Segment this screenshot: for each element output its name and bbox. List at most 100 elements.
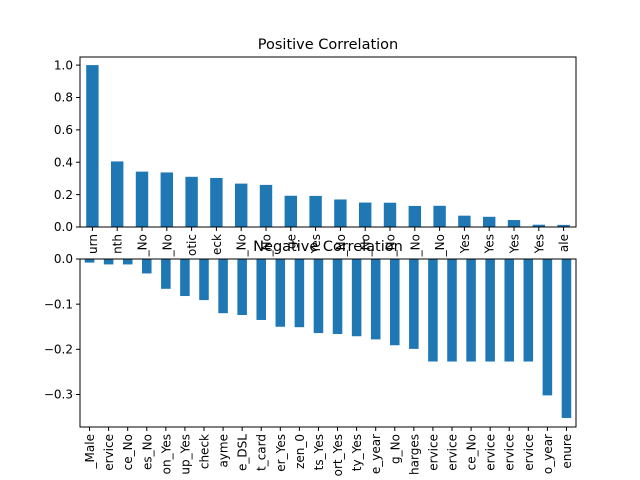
negative-correlation-title: Negative Correlation xyxy=(253,239,403,255)
positive-ytick-label: 0.2 xyxy=(54,188,73,202)
positive-category-label: _No xyxy=(334,234,348,257)
negative-bar xyxy=(84,259,95,263)
positive-category-label: _No xyxy=(160,234,174,257)
positive-bar xyxy=(557,224,570,227)
positive-bar xyxy=(86,65,99,227)
positive-bar xyxy=(259,184,273,227)
positive-bar xyxy=(160,172,173,227)
positive-category-label: _No xyxy=(235,234,249,257)
negative-bar xyxy=(122,259,133,265)
negative-bar xyxy=(237,259,247,315)
negative-ytick-label: −0.1 xyxy=(44,297,73,311)
negative-bar xyxy=(103,259,114,265)
negative-category-label: g_No xyxy=(388,434,402,464)
positive-bar xyxy=(483,216,496,227)
positive-category-label: _No xyxy=(384,234,398,257)
positive-bar xyxy=(458,215,471,227)
positive-category-label: eck xyxy=(210,234,224,255)
negative-bar xyxy=(409,259,419,349)
negative-category-label: e_year xyxy=(369,434,383,474)
positive-category-label: _No xyxy=(408,234,422,257)
negative-category-label: ty_Yes xyxy=(350,434,364,471)
positive-ytick-label: 0.8 xyxy=(54,91,73,105)
negative-category-label: ervice xyxy=(426,434,440,471)
positive-ytick-label: 0.4 xyxy=(54,155,73,169)
positive-ytick-label: 1.0 xyxy=(54,58,73,72)
negative-correlation-chart: 0.0 −0.1 −0.2 −0.3 _Male ervice ce_No es_No on_Y… xyxy=(44,252,577,476)
negative-ytick-label: −0.2 xyxy=(44,343,73,357)
positive-ytick-label: 0.6 xyxy=(54,123,73,137)
negative-bar xyxy=(180,259,190,297)
negative-category-label: e_DSL xyxy=(236,434,250,471)
negative-category-label: enure xyxy=(560,434,574,469)
positive-bar xyxy=(408,205,421,227)
positive-bar xyxy=(433,205,446,227)
positive-bar xyxy=(532,224,545,227)
positive-category-label: ge xyxy=(284,234,298,249)
positive-correlation-chart: 0.0 0.2 0.4 0.6 0.8 1.0 urn nth _No _No otic eck _No… xyxy=(54,56,577,257)
negative-bar xyxy=(275,259,286,327)
positive-bar xyxy=(235,183,248,227)
positive-bar xyxy=(334,199,347,227)
positive-category-label: Yes xyxy=(532,234,546,254)
negative-bar xyxy=(161,259,171,289)
positive-category-label: _No xyxy=(260,234,274,257)
positive-bar xyxy=(135,171,149,227)
negative-category-label: ayme xyxy=(217,434,231,468)
negative-bar xyxy=(332,259,343,334)
positive-bar xyxy=(284,195,297,227)
negative-category-label: ce_No xyxy=(121,434,135,470)
negative-bar xyxy=(351,259,362,337)
negative-category-label: up_Yes xyxy=(178,434,192,475)
positive-bar xyxy=(210,177,223,227)
negative-category-label: ervice xyxy=(503,434,517,471)
positive-bar xyxy=(359,202,372,227)
negative-bar xyxy=(370,259,381,340)
positive-bar xyxy=(185,176,198,227)
negative-bar xyxy=(390,259,400,346)
positive-correlation-title: Positive Correlation xyxy=(258,37,398,53)
positive-bar xyxy=(309,195,322,227)
positive-bar xyxy=(507,220,521,227)
negative-category-label: ce_No xyxy=(465,434,479,470)
negative-category-label: er_Yes xyxy=(274,434,288,472)
positive-category-label: nth xyxy=(111,234,125,254)
negative-category-label: _Male xyxy=(83,434,97,469)
positive-category-label: _No xyxy=(433,234,447,257)
negative-bar xyxy=(142,259,152,274)
negative-bar xyxy=(294,259,305,328)
negative-bar xyxy=(256,259,266,320)
negative-category-label: check xyxy=(198,434,212,469)
positive-axes-frame xyxy=(79,56,577,228)
negative-category-label: es_No xyxy=(140,434,154,470)
positive-category-label: Yes xyxy=(508,234,522,254)
positive-category-label: Yes xyxy=(309,234,323,254)
negative-bar xyxy=(313,259,324,334)
positive-category-label: Yes xyxy=(458,234,472,254)
negative-category-label: ervice xyxy=(446,434,460,471)
negative-ytick-label: 0.0 xyxy=(54,252,73,266)
positive-bar xyxy=(383,202,397,227)
positive-category-label: otic xyxy=(185,234,199,256)
negative-bar xyxy=(218,259,228,314)
negative-category-label: t_card xyxy=(255,434,269,471)
negative-bar xyxy=(466,259,476,362)
negative-category-label: harges xyxy=(407,434,421,475)
negative-bar xyxy=(199,259,209,301)
positive-category-label: urn xyxy=(86,234,100,254)
negative-bar xyxy=(504,259,514,362)
negative-ytick-label: −0.3 xyxy=(44,388,73,402)
negative-category-label: ts_Yes xyxy=(312,434,326,470)
negative-axes-frame xyxy=(79,258,577,428)
negative-bar xyxy=(523,259,534,362)
negative-category-label: o_year xyxy=(541,434,555,474)
negative-bar xyxy=(561,259,572,418)
negative-category-label: on_Yes xyxy=(159,434,173,474)
negative-category-label: ort_Yes xyxy=(331,434,345,476)
negative-bar xyxy=(447,259,457,362)
positive-category-label: _No xyxy=(359,234,373,257)
negative-category-label: ervice xyxy=(102,434,116,471)
negative-bar xyxy=(542,259,553,396)
negative-bar xyxy=(428,259,438,362)
